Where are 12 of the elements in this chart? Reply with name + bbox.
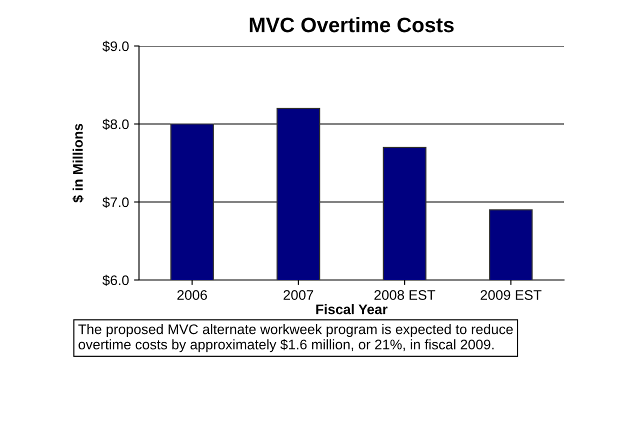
text: The proposed MVC alternate workweek program is expected to reduce overtime costs by approximately $1.6 million, or 21%, in fiscal 2009.: [78, 324, 513, 352]
y-tick-label: $7.0: [102, 196, 129, 208]
y-tick-label: $8.0: [102, 118, 129, 130]
y-tick-label: $9.0: [102, 40, 129, 52]
chart-title: MVC Overtime Costs: [250, 17, 454, 32]
x-tick-label: 2008 EST: [374, 290, 436, 300]
x-tick-label: 2006: [177, 290, 207, 300]
y-tick-label: $6.0: [102, 274, 129, 286]
y-axis-title: $ in Millions: [72, 124, 84, 203]
x-axis-title: Fiscal Year: [316, 304, 388, 314]
x-tick-label: 2009 EST: [480, 290, 542, 300]
x-tick-label: 2007: [284, 290, 314, 300]
